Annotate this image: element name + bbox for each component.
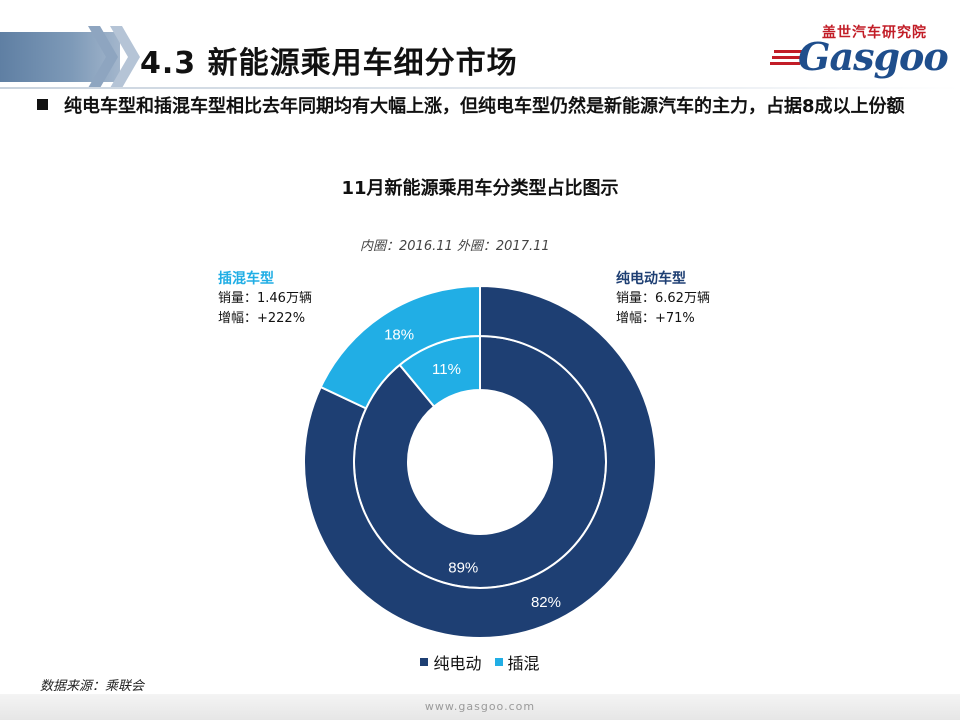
header-chevron-1: [88, 26, 118, 88]
donut-label-outer-bev: 82%: [531, 594, 561, 611]
legend-swatch-phev: [494, 658, 503, 666]
logo-cn-text: 盖世汽车研究院: [822, 25, 927, 41]
legend-label-bev: 纯电动: [433, 654, 482, 673]
gasgoo-logo: 盖世汽车研究院 Gasgoo: [770, 22, 950, 82]
phev-annotation-growth: 增幅：+222%: [218, 311, 306, 326]
bev-annotation-growth: 增幅：+71%: [616, 311, 695, 326]
phev-annotation: 插混车型 销量：1.46万辆 增幅：+222%: [218, 269, 312, 329]
bev-annotation-sales: 销量：6.62万辆: [616, 291, 710, 306]
bullet-marker: [37, 99, 48, 110]
phev-annotation-title: 插混车型: [218, 271, 274, 287]
footer-url: www.gasgoo.com: [424, 700, 536, 713]
donut-slice-outer-bev: [303, 284, 657, 639]
legend-label-phev: 插混: [507, 654, 540, 673]
legend-swatch-bev: [420, 658, 429, 666]
chart-legend: 纯电动 插混: [0, 650, 960, 674]
header-divider: [0, 87, 960, 89]
phev-annotation-sales: 销量：1.46万辆: [218, 291, 312, 306]
logo-stripes-icon: [770, 50, 804, 65]
ring-note: 内圈：2016.11 外圈：2017.11: [360, 239, 550, 254]
legend-item-bev: 纯电动: [420, 650, 481, 674]
data-source: 数据来源：乘联会: [40, 679, 145, 694]
bev-annotation-title: 纯电动车型: [616, 271, 686, 287]
footer-bar: [0, 694, 960, 720]
bev-annotation: 纯电动车型 销量：6.62万辆 增幅：+71%: [616, 269, 710, 329]
header-chevron-2: [110, 26, 140, 88]
donut-chart: 89% 11% 82% 18%: [303, 284, 657, 639]
donut-label-inner-phev: 11%: [432, 361, 461, 378]
donut-slice-outer-phev: [319, 284, 481, 410]
donut-label-outer-phev: 18%: [384, 327, 414, 344]
bullet-text: 纯电车型和插混车型相比去年同期均有大幅上涨，但纯电车型仍然是新能源汽车的主力，占…: [64, 96, 905, 117]
legend-item-phev: 插混: [494, 650, 540, 674]
logo-en-text: Gasgoo: [798, 34, 949, 79]
chart-title: 11月新能源乘用车分类型占比图示: [341, 178, 619, 199]
donut-label-inner-bev: 89%: [448, 560, 478, 577]
page-title: 4.3 新能源乘用车细分市场: [140, 46, 518, 81]
